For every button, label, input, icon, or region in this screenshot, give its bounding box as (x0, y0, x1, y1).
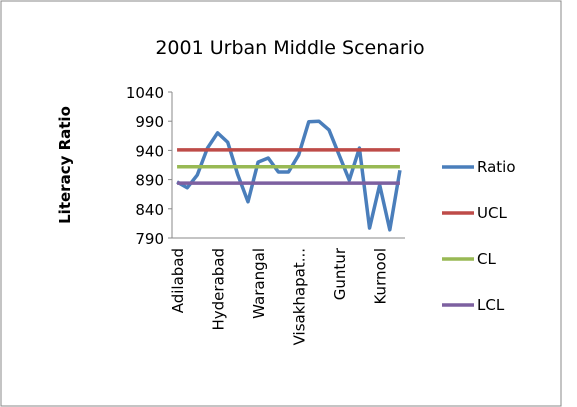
y-tick-label: 1040 (126, 84, 164, 102)
legend-label: UCL (477, 204, 507, 222)
x-tick-label: Visakhapat... (291, 248, 309, 345)
x-tick-label: Warangal (250, 248, 268, 319)
x-tick-label: Adilabad (169, 248, 187, 313)
y-tick-label: 840 (135, 201, 164, 219)
y-tick-label: 790 (135, 230, 164, 248)
legend-label: CL (477, 250, 496, 268)
chart-title: 2001 Urban Middle Scenario (155, 37, 424, 59)
series-line (176, 119, 402, 232)
chart-border (0, 0, 562, 407)
x-tick-label: Guntur (331, 247, 349, 300)
y-tick-label: 940 (135, 142, 164, 160)
legend-label: Ratio (477, 158, 516, 176)
y-axis-label: Literacy Ratio (56, 106, 74, 224)
legend-label: LCL (477, 296, 505, 314)
y-tick-label: 990 (135, 113, 164, 131)
y-tick-label: 890 (135, 172, 164, 190)
x-tick-label: Kurnool (372, 248, 390, 305)
x-tick-label: Hyderabad (210, 248, 228, 331)
